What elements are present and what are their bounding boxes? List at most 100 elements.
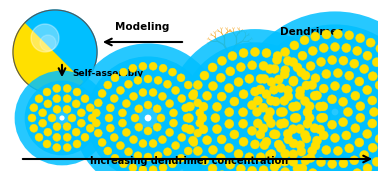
Circle shape <box>110 95 118 102</box>
Circle shape <box>228 51 237 61</box>
Circle shape <box>177 154 185 162</box>
Circle shape <box>280 48 290 57</box>
Circle shape <box>368 143 377 152</box>
Circle shape <box>280 96 289 105</box>
Circle shape <box>43 88 51 96</box>
Circle shape <box>63 105 71 113</box>
Circle shape <box>267 77 276 87</box>
Circle shape <box>122 100 130 108</box>
Circle shape <box>110 134 118 141</box>
Circle shape <box>124 148 133 156</box>
Circle shape <box>311 141 320 150</box>
Circle shape <box>234 77 243 87</box>
Circle shape <box>225 84 234 93</box>
Circle shape <box>245 74 254 83</box>
Circle shape <box>311 74 320 83</box>
Circle shape <box>149 62 157 70</box>
Circle shape <box>53 105 61 113</box>
Circle shape <box>319 113 328 122</box>
Circle shape <box>253 96 262 105</box>
Circle shape <box>301 130 310 139</box>
Circle shape <box>303 119 312 128</box>
Circle shape <box>212 125 222 134</box>
Circle shape <box>30 104 38 112</box>
Circle shape <box>129 64 137 72</box>
Circle shape <box>106 104 114 112</box>
Circle shape <box>153 123 161 131</box>
Circle shape <box>186 102 195 111</box>
Circle shape <box>217 56 226 65</box>
Circle shape <box>183 114 191 122</box>
Circle shape <box>350 59 359 68</box>
Circle shape <box>301 97 310 106</box>
Circle shape <box>104 81 112 89</box>
Circle shape <box>169 119 178 127</box>
Circle shape <box>72 100 80 108</box>
Circle shape <box>184 114 194 122</box>
Circle shape <box>306 153 315 162</box>
Circle shape <box>265 108 274 116</box>
Circle shape <box>239 90 248 99</box>
Circle shape <box>39 109 46 117</box>
Circle shape <box>306 62 315 71</box>
Circle shape <box>190 139 198 147</box>
Circle shape <box>353 46 362 55</box>
Circle shape <box>248 61 257 70</box>
Circle shape <box>154 76 162 84</box>
Circle shape <box>319 102 328 111</box>
Circle shape <box>77 119 85 127</box>
Circle shape <box>276 108 285 117</box>
Circle shape <box>129 164 137 171</box>
Circle shape <box>199 125 208 134</box>
Circle shape <box>144 75 152 83</box>
Circle shape <box>289 150 298 159</box>
Circle shape <box>259 61 268 70</box>
Circle shape <box>131 114 139 122</box>
Circle shape <box>319 131 328 140</box>
Circle shape <box>308 169 317 171</box>
Circle shape <box>63 123 71 131</box>
Circle shape <box>199 102 208 111</box>
Circle shape <box>208 164 217 171</box>
Circle shape <box>265 150 274 160</box>
Circle shape <box>260 74 269 83</box>
Circle shape <box>301 71 310 80</box>
Circle shape <box>217 135 226 144</box>
Circle shape <box>322 146 331 155</box>
Circle shape <box>72 128 80 136</box>
Circle shape <box>270 64 279 74</box>
Circle shape <box>283 129 292 138</box>
Circle shape <box>226 160 235 169</box>
Circle shape <box>330 82 339 90</box>
Circle shape <box>368 72 377 81</box>
Circle shape <box>77 109 85 117</box>
Circle shape <box>305 113 314 122</box>
Circle shape <box>73 140 81 148</box>
Circle shape <box>236 164 245 171</box>
Circle shape <box>159 64 167 72</box>
Circle shape <box>281 149 290 158</box>
Circle shape <box>316 102 324 111</box>
Circle shape <box>251 140 260 149</box>
Circle shape <box>193 147 202 155</box>
Circle shape <box>274 140 283 149</box>
Circle shape <box>298 51 307 60</box>
Circle shape <box>345 144 354 153</box>
Circle shape <box>311 32 320 41</box>
Circle shape <box>111 74 119 82</box>
Circle shape <box>290 114 299 122</box>
Circle shape <box>260 141 269 150</box>
Circle shape <box>130 136 138 144</box>
Circle shape <box>194 99 202 107</box>
Circle shape <box>259 103 268 112</box>
Circle shape <box>317 57 325 66</box>
Circle shape <box>289 157 298 166</box>
Circle shape <box>208 146 217 154</box>
Text: Self-assembly: Self-assembly <box>72 69 143 78</box>
Circle shape <box>270 130 279 139</box>
Circle shape <box>322 69 331 78</box>
Circle shape <box>248 101 257 110</box>
Circle shape <box>253 119 262 128</box>
Circle shape <box>53 133 61 141</box>
Circle shape <box>28 114 36 122</box>
